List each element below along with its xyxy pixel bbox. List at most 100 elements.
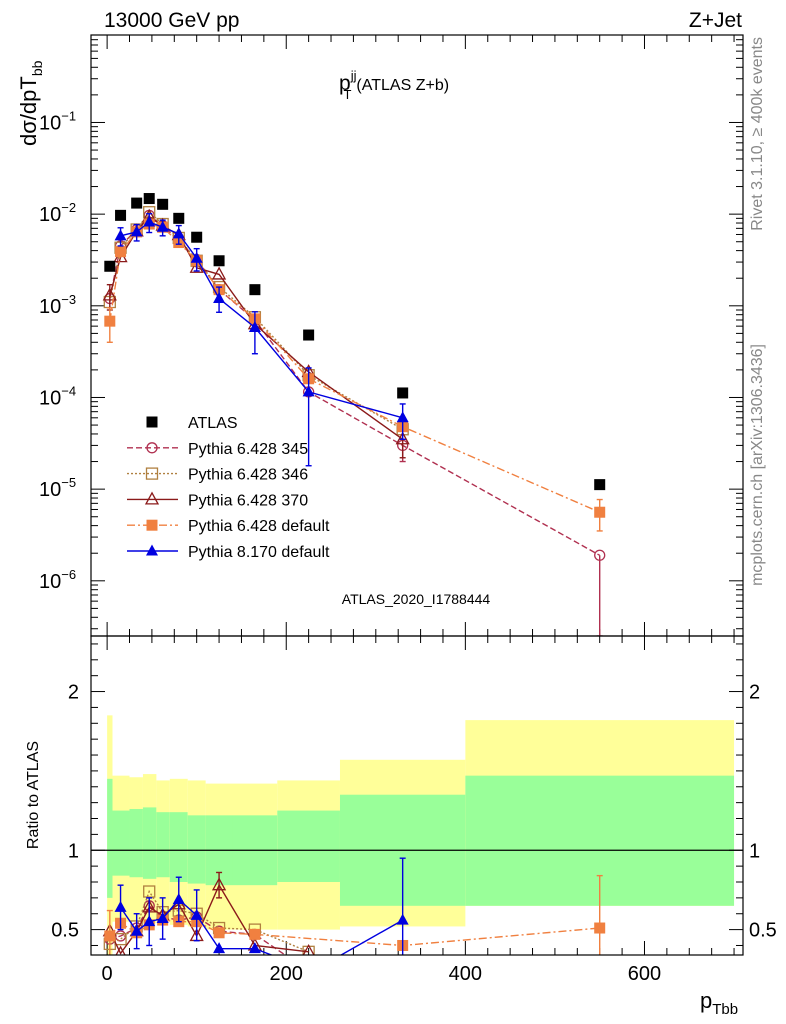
main-point-p8: [190, 251, 203, 263]
main-point-p8: [396, 411, 409, 423]
legend-marker-p370: [144, 491, 160, 505]
inner-uncertainty-band: [277, 810, 340, 882]
main-series-ATLAS: [104, 193, 606, 491]
main-point-ATLAS: [173, 212, 185, 224]
x-tick-label: 400: [449, 963, 482, 985]
main-panel: 10−6 10−5 10−4 10−3 10−2 10−1 pjj T(ATLAS Z+b) d…: [16, 34, 744, 637]
legend-entry-p8: Pythia 8.170 default: [127, 544, 330, 561]
main-point-ATLAS: [249, 284, 261, 296]
main-series-p345: [104, 209, 606, 636]
y-tick-label: 10−3: [39, 292, 76, 318]
main-point-pdef: [104, 315, 116, 327]
main-point-p8: [114, 229, 127, 241]
legend-marker-ATLAS: [146, 416, 158, 428]
legend-label-p8: Pythia 8.170 default: [188, 544, 330, 561]
main-line-p8: [120, 221, 403, 419]
main-point-p8: [302, 385, 315, 397]
main-series-pdef: [104, 218, 606, 532]
legend-marker-pdef: [146, 519, 158, 531]
ratio-frame: [90, 635, 744, 956]
main-point-p8: [156, 220, 169, 232]
main-point-ATLAS: [115, 209, 127, 221]
main-point-ATLAS: [131, 197, 143, 209]
ratio-y-tick-label: 2: [68, 682, 79, 704]
x-tick-label: 600: [628, 963, 661, 985]
ratio-y-tick-label: 1: [68, 840, 79, 862]
legend-marker-p346: [145, 467, 159, 480]
ratio-panel: 0.5 0.5 1 1 2 2 0 200 400 600 Ratio to ATLAS pTbb: [25, 635, 777, 1018]
rivet-label: Rivet 3.1.10, ≥ 400k events: [749, 37, 766, 231]
y-axis-label: dσ/dpTbb: [16, 60, 45, 146]
main-point-p8: [130, 225, 143, 237]
x-tick-label: 0: [102, 963, 113, 985]
legend-label-p345: Pythia 6.428 345: [188, 441, 308, 458]
process-label: Z+Jet: [689, 9, 742, 32]
main-point-ATLAS: [397, 387, 409, 399]
main-point-p345: [594, 549, 606, 561]
ratio-line-p345: [109, 904, 287, 955]
inner-uncertainty-band: [129, 808, 143, 878]
legend-entry-p346: Pythia 6.428 346: [127, 467, 308, 484]
main-point-pdef: [594, 506, 606, 518]
ratio-point-p8: [213, 942, 226, 954]
ratio-point-p346: [143, 885, 156, 898]
main-line-pdef: [109, 223, 600, 513]
energy-label: 13000 GeV pp: [104, 9, 239, 32]
mcplots-label: mcplots.cern.ch [arXiv:1306.3436]: [749, 344, 766, 586]
ratio-y-tick-label-right: 1: [749, 840, 760, 862]
legend-entry-p345: Pythia 6.428 345: [127, 441, 308, 458]
legend-marker-p8: [146, 544, 158, 556]
ratio-point-pdef: [104, 930, 116, 942]
main-point-pdef: [115, 246, 127, 258]
ratio-y-tick-label-right: 0.5: [749, 920, 777, 942]
y-tick-label: 10−4: [39, 383, 76, 409]
inner-uncertainty-band: [156, 812, 170, 878]
chart-title: pjj T(ATLAS Z+b): [339, 68, 449, 102]
main-point-ATLAS: [303, 329, 315, 341]
y-axis-ticks: [91, 34, 743, 630]
main-point-p370: [102, 287, 117, 301]
legend-marker-p345: [146, 442, 158, 454]
ratio-point-p370: [211, 877, 227, 891]
ratio-y-ticks: [91, 643, 743, 946]
inner-uncertainty-band: [187, 815, 206, 884]
ratio-y-axis-label: Ratio to ATLAS: [25, 741, 42, 849]
main-point-ATLAS: [143, 193, 155, 205]
main-point-ATLAS: [157, 198, 169, 210]
ratio-point-p8: [143, 915, 156, 927]
main-series-p8: [114, 213, 409, 467]
ratio-point-p8: [190, 908, 203, 920]
ratio-y-tick-label: 0.5: [51, 920, 79, 942]
analysis-watermark: ATLAS_2020_I1788444: [342, 591, 491, 607]
ratio-point-p370: [115, 945, 126, 955]
inner-uncertainty-band: [142, 807, 157, 879]
main-point-ATLAS: [104, 260, 116, 272]
y-tick-label: 10−6: [39, 567, 76, 593]
main-point-ATLAS: [213, 255, 225, 267]
legend-label-p370: Pythia 6.428 370: [188, 492, 308, 509]
main-point-p370: [211, 266, 227, 280]
legend-label-pdef: Pythia 6.428 default: [188, 518, 330, 535]
ratio-point-pdef: [249, 928, 261, 940]
main-point-p8: [213, 292, 226, 304]
y-tick-label: 10−1: [39, 108, 76, 134]
main-point-ATLAS: [191, 231, 203, 243]
legend-entry-ATLAS: ATLAS: [146, 415, 238, 432]
legend-entry-pdef: Pythia 6.428 default: [127, 518, 330, 535]
ratio-point-p8: [130, 924, 143, 936]
legend: ATLAS Pythia 6.428 345 Pythia 6.428 346 Pyt…: [127, 415, 330, 561]
main-point-p8: [143, 215, 156, 227]
ratio-point-p370: [302, 943, 315, 955]
legend-label-ATLAS: ATLAS: [188, 415, 238, 432]
inner-uncertainty-band: [169, 812, 188, 882]
y-tick-label: 10−2: [39, 200, 76, 226]
y-tick-label: 10−5: [39, 475, 76, 501]
ratio-point-p8: [248, 942, 261, 954]
ratio-point-p8: [156, 911, 169, 923]
x-tick-label: 200: [270, 963, 303, 985]
main-point-ATLAS: [594, 479, 606, 491]
ratio-y-tick-label-right: 2: [749, 682, 760, 704]
main-point-p370: [189, 259, 204, 273]
main-line-p345: [109, 214, 601, 556]
main-point-p370: [395, 431, 410, 445]
